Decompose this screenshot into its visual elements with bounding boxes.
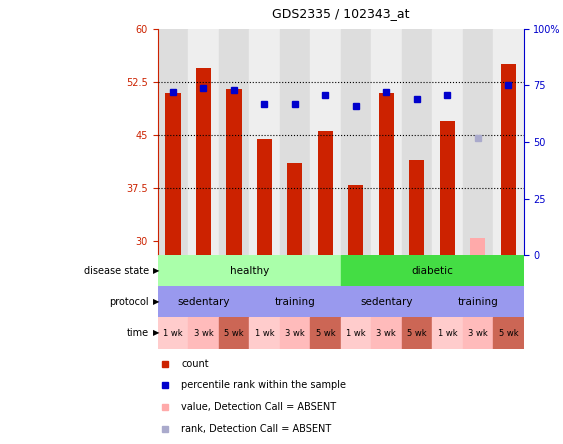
Text: 5 wk: 5 wk [407, 329, 427, 337]
Bar [493, 317, 524, 349]
Text: rank, Detection Call = ABSENT: rank, Detection Call = ABSENT [181, 424, 332, 434]
Bar [348, 185, 364, 255]
Text: 5 wk: 5 wk [315, 329, 335, 337]
Bar [188, 317, 218, 349]
Bar [371, 317, 401, 349]
Bar [218, 29, 249, 255]
Bar [341, 286, 432, 317]
Text: sedentary: sedentary [360, 297, 413, 307]
Bar [158, 317, 188, 349]
Bar [341, 255, 524, 286]
Bar [158, 286, 249, 317]
Bar [341, 29, 371, 255]
Text: 3 wk: 3 wk [468, 329, 488, 337]
Bar [409, 160, 425, 255]
Bar [249, 317, 280, 349]
Text: 1 wk: 1 wk [346, 329, 366, 337]
Text: value, Detection Call = ABSENT: value, Detection Call = ABSENT [181, 402, 337, 412]
Bar [501, 64, 516, 255]
Bar [401, 29, 432, 255]
Bar [432, 317, 463, 349]
Bar [158, 29, 188, 255]
Text: GDS2335 / 102343_at: GDS2335 / 102343_at [272, 7, 409, 20]
Bar [249, 29, 280, 255]
Bar [249, 286, 341, 317]
Text: 3 wk: 3 wk [377, 329, 396, 337]
Bar [280, 317, 310, 349]
Bar [493, 29, 524, 255]
Bar [158, 255, 341, 286]
Bar [463, 317, 493, 349]
Bar [218, 317, 249, 349]
Text: 5 wk: 5 wk [498, 329, 518, 337]
Text: 1 wk: 1 wk [437, 329, 457, 337]
Bar [196, 68, 211, 255]
Bar [188, 29, 218, 255]
Bar [341, 317, 371, 349]
Bar [287, 163, 302, 255]
Bar [310, 29, 341, 255]
Text: healthy: healthy [230, 266, 269, 276]
Text: 1 wk: 1 wk [163, 329, 183, 337]
Text: ▶: ▶ [153, 266, 160, 275]
Bar [432, 29, 463, 255]
Text: count: count [181, 359, 209, 369]
Text: 1 wk: 1 wk [254, 329, 274, 337]
Text: protocol: protocol [110, 297, 149, 307]
Bar [310, 317, 341, 349]
Text: 3 wk: 3 wk [285, 329, 305, 337]
Text: 5 wk: 5 wk [224, 329, 244, 337]
Text: 3 wk: 3 wk [194, 329, 213, 337]
Text: training: training [275, 297, 315, 307]
Text: percentile rank within the sample: percentile rank within the sample [181, 381, 346, 390]
Bar [371, 29, 401, 255]
Text: sedentary: sedentary [177, 297, 230, 307]
Text: ▶: ▶ [153, 297, 160, 306]
Text: ▶: ▶ [153, 329, 160, 337]
Bar [440, 121, 455, 255]
Bar [318, 131, 333, 255]
Text: disease state: disease state [84, 266, 149, 276]
Text: time: time [127, 328, 149, 338]
Bar [470, 238, 485, 255]
Text: training: training [458, 297, 498, 307]
Bar [401, 317, 432, 349]
Bar [166, 92, 181, 255]
Bar [463, 29, 493, 255]
Bar [226, 89, 242, 255]
Bar [432, 286, 524, 317]
Bar [257, 139, 272, 255]
Bar [280, 29, 310, 255]
Text: diabetic: diabetic [411, 266, 453, 276]
Bar [379, 92, 394, 255]
